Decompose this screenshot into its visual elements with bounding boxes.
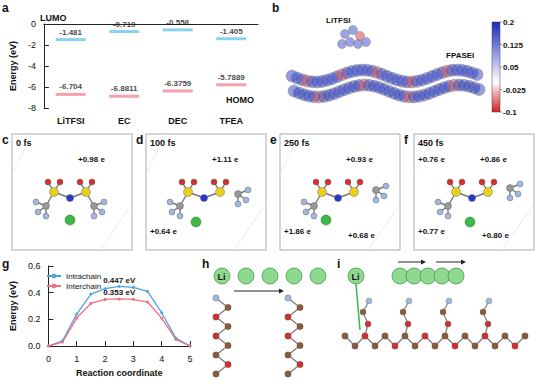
svg-text:f: f xyxy=(404,133,409,147)
svg-text:0.2: 0.2 xyxy=(28,314,41,324)
svg-text:-8: -8 xyxy=(28,103,36,113)
svg-text:-5.7889: -5.7889 xyxy=(218,73,246,82)
svg-text:a: a xyxy=(2,1,9,15)
svg-text:h: h xyxy=(202,257,209,271)
svg-text:e: e xyxy=(270,133,277,147)
svg-text:4: 4 xyxy=(159,354,164,364)
svg-text:TFEA: TFEA xyxy=(219,116,243,126)
svg-text:g: g xyxy=(2,257,9,271)
svg-text:450 fs: 450 fs xyxy=(418,138,444,148)
svg-text:DEC: DEC xyxy=(168,116,188,126)
svg-text:Intrachain: Intrachain xyxy=(66,272,101,281)
svg-text:-0.719: -0.719 xyxy=(113,20,136,29)
svg-text:5: 5 xyxy=(187,354,192,364)
svg-text:Reaction coordinate: Reaction coordinate xyxy=(76,368,163,378)
svg-text:+0.68 e: +0.68 e xyxy=(348,231,375,240)
svg-text:i: i xyxy=(337,257,340,271)
svg-text:HOMO: HOMO xyxy=(226,95,254,105)
svg-text:Li: Li xyxy=(218,272,226,282)
svg-text:+0.76 e: +0.76 e xyxy=(418,155,445,164)
svg-text:+0.80 e: +0.80 e xyxy=(482,231,509,240)
svg-text:-0.025: -0.025 xyxy=(503,86,526,95)
svg-text:+0.64 e: +0.64 e xyxy=(150,227,177,236)
svg-text:0.6: 0.6 xyxy=(28,261,41,271)
svg-text:b: b xyxy=(272,1,279,15)
svg-text:-4: -4 xyxy=(28,61,36,71)
svg-text:-6.704: -6.704 xyxy=(59,82,82,91)
svg-text:+1.86 e: +1.86 e xyxy=(284,227,311,236)
svg-text:-2: -2 xyxy=(28,40,36,50)
svg-text:LiTFSI: LiTFSI xyxy=(326,16,350,25)
svg-text:100 fs: 100 fs xyxy=(150,138,176,148)
svg-text:0.447 eV: 0.447 eV xyxy=(103,276,136,285)
svg-text:FPASEI: FPASEI xyxy=(446,51,474,60)
svg-text:0.05: 0.05 xyxy=(503,63,519,72)
svg-text:+0.98 e: +0.98 e xyxy=(78,155,105,164)
svg-text:-1.481: -1.481 xyxy=(59,28,82,37)
svg-text:-1.405: -1.405 xyxy=(220,27,243,36)
svg-text:+0.93 e: +0.93 e xyxy=(346,155,373,164)
svg-text:LUMO: LUMO xyxy=(40,13,67,23)
svg-text:0.125: 0.125 xyxy=(503,41,524,50)
svg-text:0.0: 0.0 xyxy=(28,341,41,351)
svg-text:d: d xyxy=(136,133,143,147)
svg-text:0: 0 xyxy=(31,19,36,29)
svg-text:Li: Li xyxy=(352,272,360,282)
svg-text:Energy (eV): Energy (eV) xyxy=(8,281,18,331)
svg-text:c: c xyxy=(2,133,9,147)
svg-text:Interchain: Interchain xyxy=(66,282,101,291)
svg-text:+0.77 e: +0.77 e xyxy=(418,227,445,236)
svg-text:Energy (eV): Energy (eV) xyxy=(8,41,18,91)
svg-text:+1.11 e: +1.11 e xyxy=(212,155,239,164)
svg-text:-6.3759: -6.3759 xyxy=(164,79,192,88)
svg-text:EC: EC xyxy=(118,116,131,126)
svg-text:2: 2 xyxy=(103,354,108,364)
svg-text:+0.86 e: +0.86 e xyxy=(480,155,507,164)
svg-text:0.353 eV: 0.353 eV xyxy=(103,288,136,297)
svg-text:250 fs: 250 fs xyxy=(284,138,310,148)
svg-text:-6.8811: -6.8811 xyxy=(111,84,138,93)
svg-text:0: 0 xyxy=(46,354,51,364)
svg-text:LiTFSI: LiTFSI xyxy=(57,116,85,126)
svg-text:-6: -6 xyxy=(28,82,36,92)
svg-text:3: 3 xyxy=(131,354,136,364)
svg-text:0 fs: 0 fs xyxy=(16,138,32,148)
svg-text:1: 1 xyxy=(74,354,79,364)
svg-text:0.4: 0.4 xyxy=(28,288,41,298)
svg-text:-0.1: -0.1 xyxy=(503,108,517,117)
svg-text:0.2: 0.2 xyxy=(503,18,515,27)
svg-text:-0.558: -0.558 xyxy=(166,18,189,27)
